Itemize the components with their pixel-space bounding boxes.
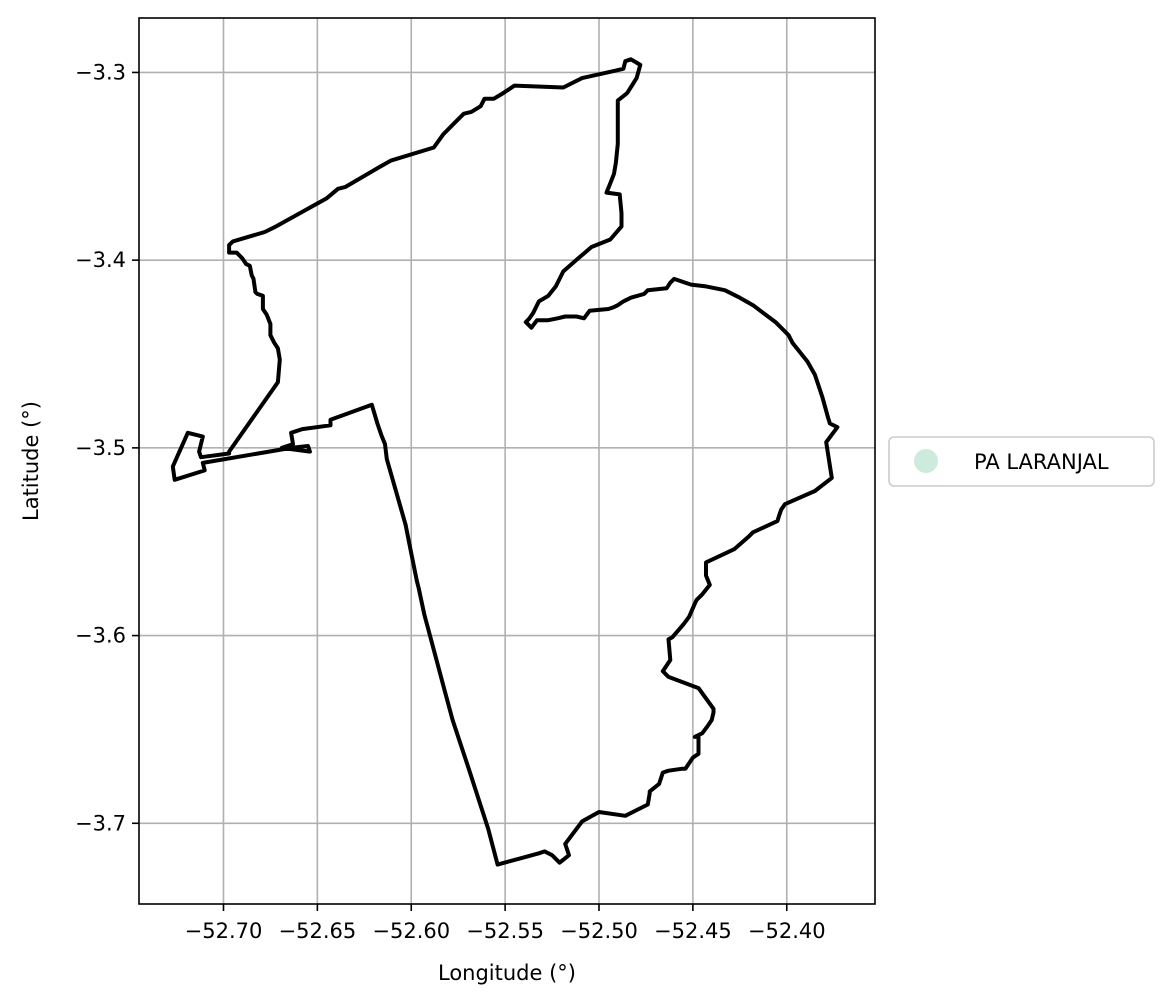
x-tick-label: −52.40 xyxy=(748,919,826,943)
legend-box xyxy=(888,436,1155,487)
legend: PA LARANJAL xyxy=(888,436,1155,487)
x-tick-label: −52.60 xyxy=(372,919,450,943)
y-tick-label: −3.5 xyxy=(75,436,126,460)
y-axis-label: Latitude (°) xyxy=(19,401,43,521)
legend-marker-pa-laranjal xyxy=(914,449,938,473)
grid xyxy=(139,18,875,904)
x-axis-label: Longitude (°) xyxy=(438,961,576,985)
y-tick-label: −3.3 xyxy=(75,60,126,84)
x-tick-label: −52.65 xyxy=(279,919,357,943)
x-tick-label: −52.70 xyxy=(185,919,263,943)
y-tick-label: −3.7 xyxy=(75,811,126,835)
legend-label-pa-laranjal: PA LARANJAL xyxy=(974,450,1109,474)
x-tick-label: −52.55 xyxy=(466,919,544,943)
x-tick-label: −52.50 xyxy=(560,919,638,943)
x-tick-label: −52.45 xyxy=(654,919,732,943)
pa-laranjal-boundary xyxy=(170,57,840,867)
y-tick-label: −3.4 xyxy=(75,248,126,272)
plot-frame xyxy=(138,17,876,905)
axis-ticks: −52.70 −52.65 −52.60 −52.55 −52.50 −52.45 −52.… xyxy=(75,60,826,943)
y-tick-label: −3.6 xyxy=(75,624,126,648)
